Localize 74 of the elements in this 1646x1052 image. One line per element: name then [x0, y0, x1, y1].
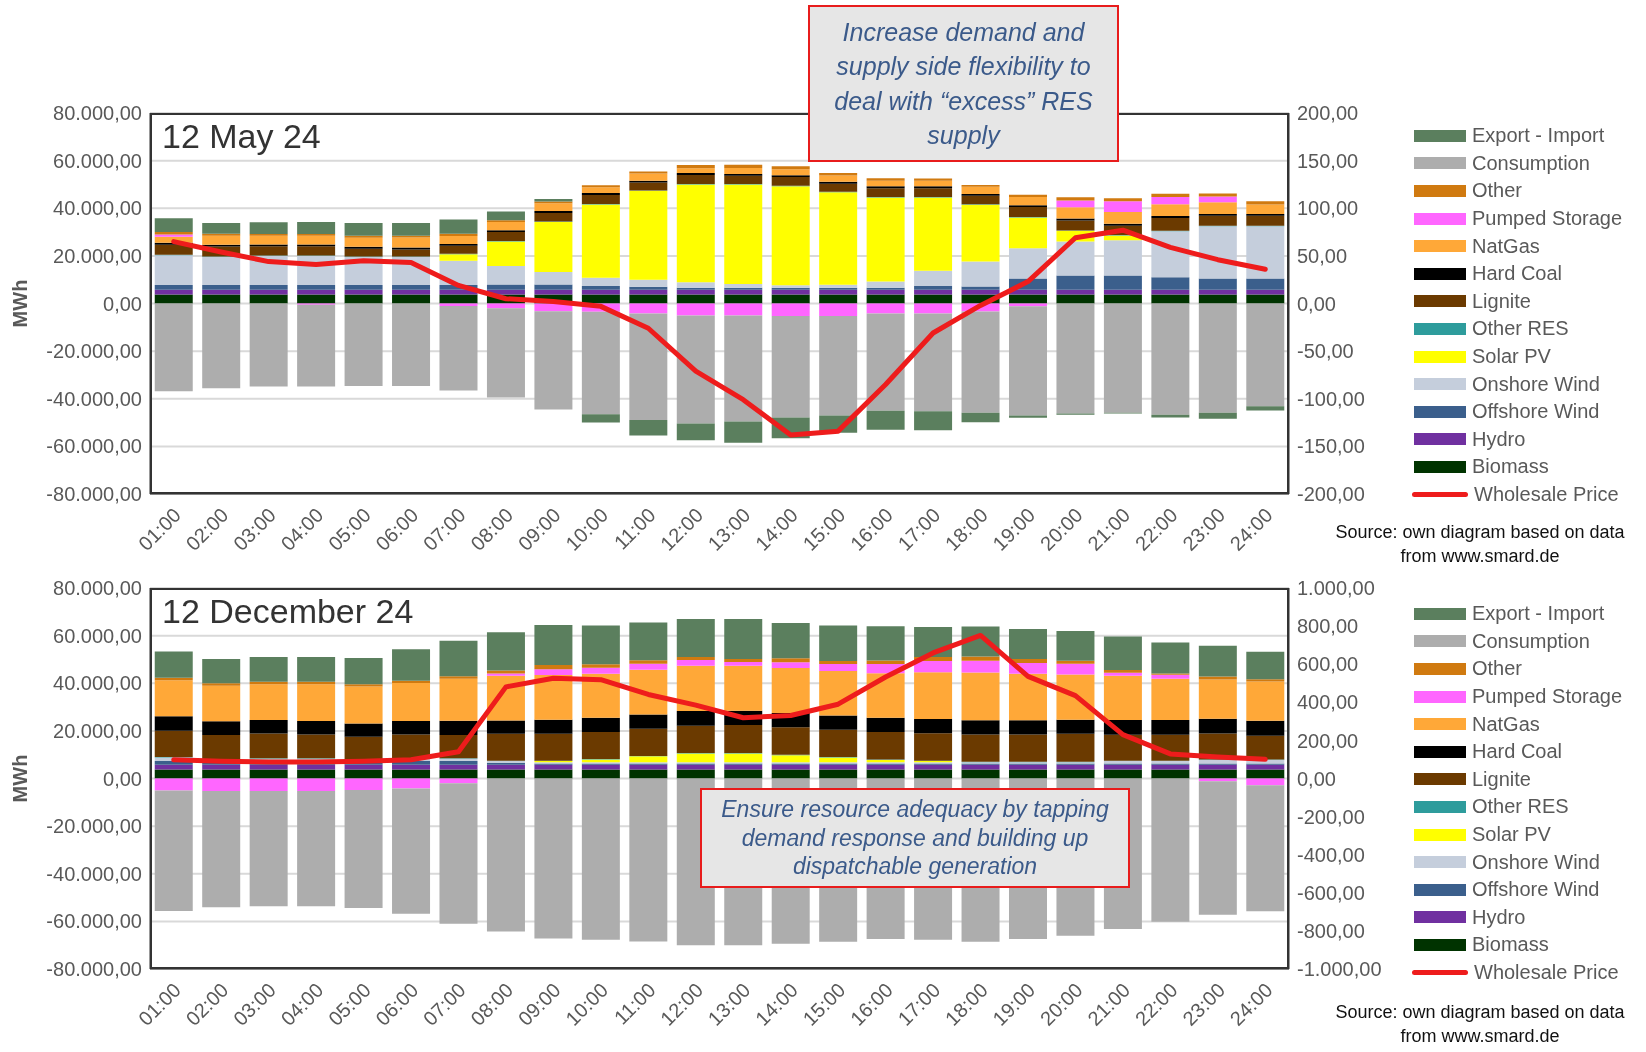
y2-tick-label: -200,00 — [1297, 805, 1365, 828]
y2-tick-label: 200,00 — [1297, 729, 1359, 752]
y-tick-label: 40.000,00 — [53, 672, 142, 695]
y-tick-label: -80.000,00 — [46, 958, 142, 981]
annotation: Increase demand and supply side flexibility to deal with “excess” RES supply — [808, 5, 1119, 162]
y2-tick-label: -200,00 — [1297, 483, 1365, 506]
annotation: Ensure resource adequacy by tapping demand response and building up dispatchable generation — [700, 788, 1130, 888]
y-axis-title: MWh — [9, 279, 32, 328]
y2-tick-label: 150,00 — [1297, 149, 1359, 172]
legend-label: Hard Coal — [1472, 262, 1563, 286]
legend-label: Pumped Storage — [1472, 685, 1623, 709]
legend-label: Consumption — [1472, 151, 1590, 175]
legend-label: Export - Import — [1472, 602, 1605, 626]
legend-label: Offshore Wind — [1472, 400, 1600, 424]
chart-title: 12 May 24 — [162, 117, 321, 156]
legend-label: Pumped Storage — [1472, 207, 1623, 231]
y-tick-label: -80.000,00 — [46, 483, 142, 506]
y2-tick-label: -50,00 — [1297, 340, 1354, 363]
legend-label: Onshore Wind — [1472, 850, 1600, 874]
y-tick-label: -40.000,00 — [46, 862, 142, 885]
legend-label: Biomass — [1472, 933, 1549, 957]
y2-tick-label: -600,00 — [1297, 881, 1365, 904]
legend-label: Wholesale Price — [1474, 961, 1619, 985]
y2-tick-label: 800,00 — [1297, 615, 1359, 638]
y-axis-title: MWh — [9, 754, 32, 803]
y-tick-label: -60.000,00 — [46, 435, 142, 458]
y-tick-label: -60.000,00 — [46, 910, 142, 933]
legend-label: Other — [1472, 179, 1523, 203]
y2-tick-label: -1.000,00 — [1297, 958, 1382, 981]
y2-tick-label: 0,00 — [1297, 767, 1336, 790]
y2-tick-label: 50,00 — [1297, 244, 1348, 267]
legend-label: NatGas — [1472, 234, 1540, 258]
y2-tick-label: 1.000,00 — [1297, 577, 1375, 600]
source-note: Source: own diagram based on data from www.smard.de — [1334, 521, 1626, 569]
legend-label: Export - Import — [1472, 124, 1605, 148]
y-tick-label: 60.000,00 — [53, 624, 142, 647]
legend-label: Biomass — [1472, 455, 1549, 479]
y-tick-label: 80.000,00 — [53, 102, 142, 125]
legend-label: Solar PV — [1472, 823, 1551, 847]
y-tick-label: 40.000,00 — [53, 197, 142, 220]
y2-tick-label: 200,00 — [1297, 102, 1359, 125]
legend-label: Other — [1472, 657, 1523, 681]
y2-tick-label: 400,00 — [1297, 691, 1359, 714]
legend-label: NatGas — [1472, 712, 1540, 736]
legend-label: Lignite — [1472, 289, 1531, 313]
y2-tick-label: 0,00 — [1297, 292, 1336, 315]
chart-title: 12 December 24 — [162, 592, 414, 631]
legend-label: Wholesale Price — [1474, 483, 1619, 507]
legend-label: Other RES — [1472, 317, 1569, 341]
y2-tick-label: 100,00 — [1297, 197, 1359, 220]
y2-tick-label: -100,00 — [1297, 387, 1365, 410]
y-tick-label: 0,00 — [103, 292, 142, 315]
legend-label: Solar PV — [1472, 345, 1551, 369]
y-tick-label: -40.000,00 — [46, 387, 142, 410]
y-tick-label: 20.000,00 — [53, 244, 142, 267]
legend-label: Hydro — [1472, 905, 1526, 929]
legend-label: Other RES — [1472, 795, 1569, 819]
y2-tick-label: -400,00 — [1297, 843, 1365, 866]
y2-tick-label: -800,00 — [1297, 920, 1365, 942]
source-note: Source: own diagram based on data from www.smard.de — [1334, 1001, 1626, 1049]
y-tick-label: 80.000,00 — [53, 577, 142, 600]
y-tick-label: 0,00 — [103, 767, 142, 790]
legend-label: Hard Coal — [1472, 740, 1563, 764]
legend-label: Offshore Wind — [1472, 878, 1600, 902]
legend-label: Lignite — [1472, 767, 1531, 791]
y-tick-label: -20.000,00 — [46, 340, 142, 363]
legend-label: Onshore Wind — [1472, 372, 1600, 396]
y2-tick-label: 600,00 — [1297, 653, 1359, 676]
y-tick-label: 20.000,00 — [53, 719, 142, 742]
legend-label: Hydro — [1472, 427, 1526, 451]
y2-tick-label: -150,00 — [1297, 435, 1365, 458]
y-tick-label: 60.000,00 — [53, 149, 142, 172]
y-tick-label: -20.000,00 — [46, 815, 142, 838]
legend-label: Consumption — [1472, 629, 1590, 653]
